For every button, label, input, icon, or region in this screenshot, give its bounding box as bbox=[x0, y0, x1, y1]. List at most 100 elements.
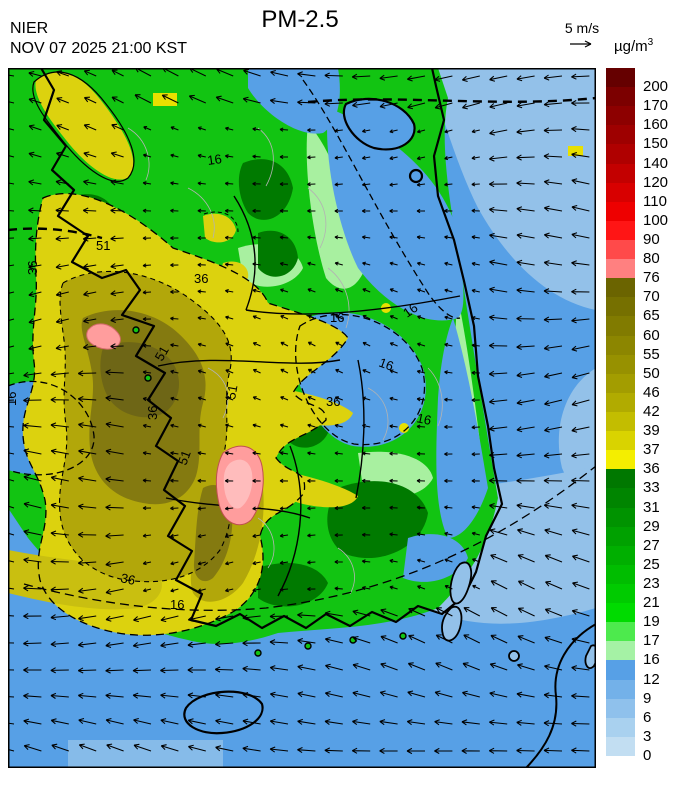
wind-arrow-icon bbox=[215, 745, 234, 752]
wind-arrow-icon bbox=[133, 717, 152, 725]
wind-arrow-icon bbox=[471, 343, 480, 348]
wind-arrow-icon bbox=[471, 452, 480, 457]
wind-arrow-icon bbox=[307, 368, 316, 374]
wind-arrow-icon bbox=[361, 128, 371, 134]
wind-arrow-icon bbox=[544, 608, 563, 617]
wind-arrow-icon bbox=[252, 315, 261, 320]
legend-value: 29 bbox=[643, 517, 660, 535]
wind-arrow-icon bbox=[471, 425, 480, 430]
wind-arrow-icon bbox=[197, 289, 206, 294]
wind-arrow-icon bbox=[444, 129, 453, 134]
wind-arrow-icon bbox=[334, 235, 343, 240]
wind-arrow-icon bbox=[416, 235, 426, 240]
wind-arrow-icon bbox=[488, 342, 508, 349]
wind-arrow-icon bbox=[23, 501, 42, 509]
wind-arrow-icon bbox=[352, 635, 371, 644]
wind-arrow-icon bbox=[334, 478, 343, 483]
contour-label: 16 bbox=[206, 151, 222, 168]
wind-arrow-icon bbox=[142, 451, 152, 456]
wind-arrow-icon bbox=[362, 423, 371, 429]
wind-arrow-icon bbox=[416, 451, 426, 456]
wind-arrow-icon bbox=[389, 369, 398, 374]
wind-arrow-icon bbox=[8, 127, 15, 131]
wind-arrow-icon bbox=[571, 260, 590, 267]
wind-arrow-icon bbox=[28, 124, 42, 131]
wind-arrow-icon bbox=[471, 315, 480, 321]
wind-arrow-icon bbox=[242, 718, 261, 725]
wind-arrow-icon bbox=[307, 533, 316, 538]
wind-arrow-icon bbox=[50, 718, 69, 725]
wind-arrow-icon bbox=[197, 235, 206, 241]
wind-arrow-icon bbox=[170, 343, 179, 348]
wind-arrow-icon bbox=[471, 478, 480, 483]
yellow-spot-edge bbox=[568, 146, 583, 156]
wind-arrow-icon bbox=[110, 179, 124, 186]
wind-arrow-icon bbox=[280, 341, 289, 347]
dark-green-2 bbox=[258, 230, 298, 277]
wind-arrow-icon bbox=[78, 615, 97, 622]
wind-arrow-icon bbox=[543, 232, 563, 239]
wind-arrow-icon bbox=[416, 424, 426, 429]
wind-arrow-icon bbox=[28, 235, 42, 242]
wind-arrow-icon bbox=[379, 719, 398, 726]
wind-arrow-icon bbox=[407, 102, 426, 110]
wind-arrow-icon bbox=[516, 315, 535, 322]
wind-arrow-icon bbox=[143, 153, 152, 158]
wind-arrow-icon bbox=[170, 235, 179, 241]
wind-arrow-icon bbox=[444, 156, 453, 161]
legend-value: 160 bbox=[643, 116, 669, 134]
yellow-tongue-2 bbox=[258, 466, 358, 508]
wind-arrow-icon bbox=[8, 182, 15, 185]
wind-arrow-icon bbox=[571, 747, 590, 754]
wind-arrow-icon bbox=[188, 94, 207, 104]
wind-arrow-icon bbox=[242, 614, 261, 621]
wind-arrow-icon bbox=[170, 396, 179, 401]
wind-arrow-icon bbox=[297, 612, 316, 619]
contour-label: 36 bbox=[194, 271, 208, 286]
wind-arrow-icon bbox=[224, 451, 234, 456]
wind-arrow-icon bbox=[543, 344, 563, 351]
wind-arrow-icon bbox=[56, 151, 69, 158]
olive-band-sw bbox=[8, 550, 162, 610]
wind-arrow-icon bbox=[389, 342, 398, 347]
wind-arrow-icon bbox=[8, 345, 15, 349]
wind-arrow-icon bbox=[471, 155, 480, 160]
wind-arrow-icon bbox=[280, 396, 289, 401]
wind-arrow-icon bbox=[224, 154, 234, 159]
olive-darkest bbox=[100, 342, 180, 418]
wind-arrow-icon bbox=[50, 422, 69, 429]
wind-arrow-icon bbox=[307, 128, 316, 133]
unit-exponent: 3 bbox=[647, 37, 654, 48]
wind-arrow-icon bbox=[105, 667, 124, 674]
wind-arrow-icon bbox=[351, 747, 371, 754]
wind-arrow-icon bbox=[28, 345, 42, 351]
wind-arrow-icon bbox=[490, 553, 508, 563]
wind-arrow-icon bbox=[543, 692, 563, 699]
wind-arrow-icon bbox=[279, 261, 289, 267]
wind-arrow-icon bbox=[361, 559, 371, 564]
wind-arrow-icon bbox=[82, 207, 97, 214]
wind-arrow-icon bbox=[352, 690, 371, 698]
wind-arrow-icon bbox=[517, 663, 535, 671]
wind-arrow-icon bbox=[23, 371, 42, 378]
wind-arrow-icon bbox=[252, 127, 261, 132]
wind-arrow-icon bbox=[197, 181, 206, 186]
wind-arrow-icon bbox=[571, 288, 590, 295]
contour-label: 51 bbox=[223, 384, 240, 401]
wind-arrow-icon bbox=[23, 448, 42, 455]
wind-arrow-icon bbox=[105, 421, 124, 428]
wind-arrow-icon bbox=[324, 72, 343, 79]
wind-arrow-icon bbox=[389, 235, 398, 240]
wind-arrow-icon bbox=[352, 609, 371, 617]
dark-green-1 bbox=[238, 159, 293, 220]
wind-arrow-icon bbox=[489, 102, 508, 110]
wind-arrow-icon bbox=[8, 587, 15, 590]
wind-arrow-icon bbox=[279, 235, 289, 240]
wind-arrow-icon bbox=[197, 369, 206, 374]
wind-arrow-icon bbox=[361, 208, 371, 214]
wind-arrow-icon bbox=[417, 585, 426, 590]
wind-arrow-icon bbox=[571, 126, 590, 133]
wind-arrow-icon bbox=[50, 586, 69, 593]
wind-arrow-icon bbox=[488, 370, 508, 377]
wind-arrow-icon bbox=[489, 398, 508, 405]
